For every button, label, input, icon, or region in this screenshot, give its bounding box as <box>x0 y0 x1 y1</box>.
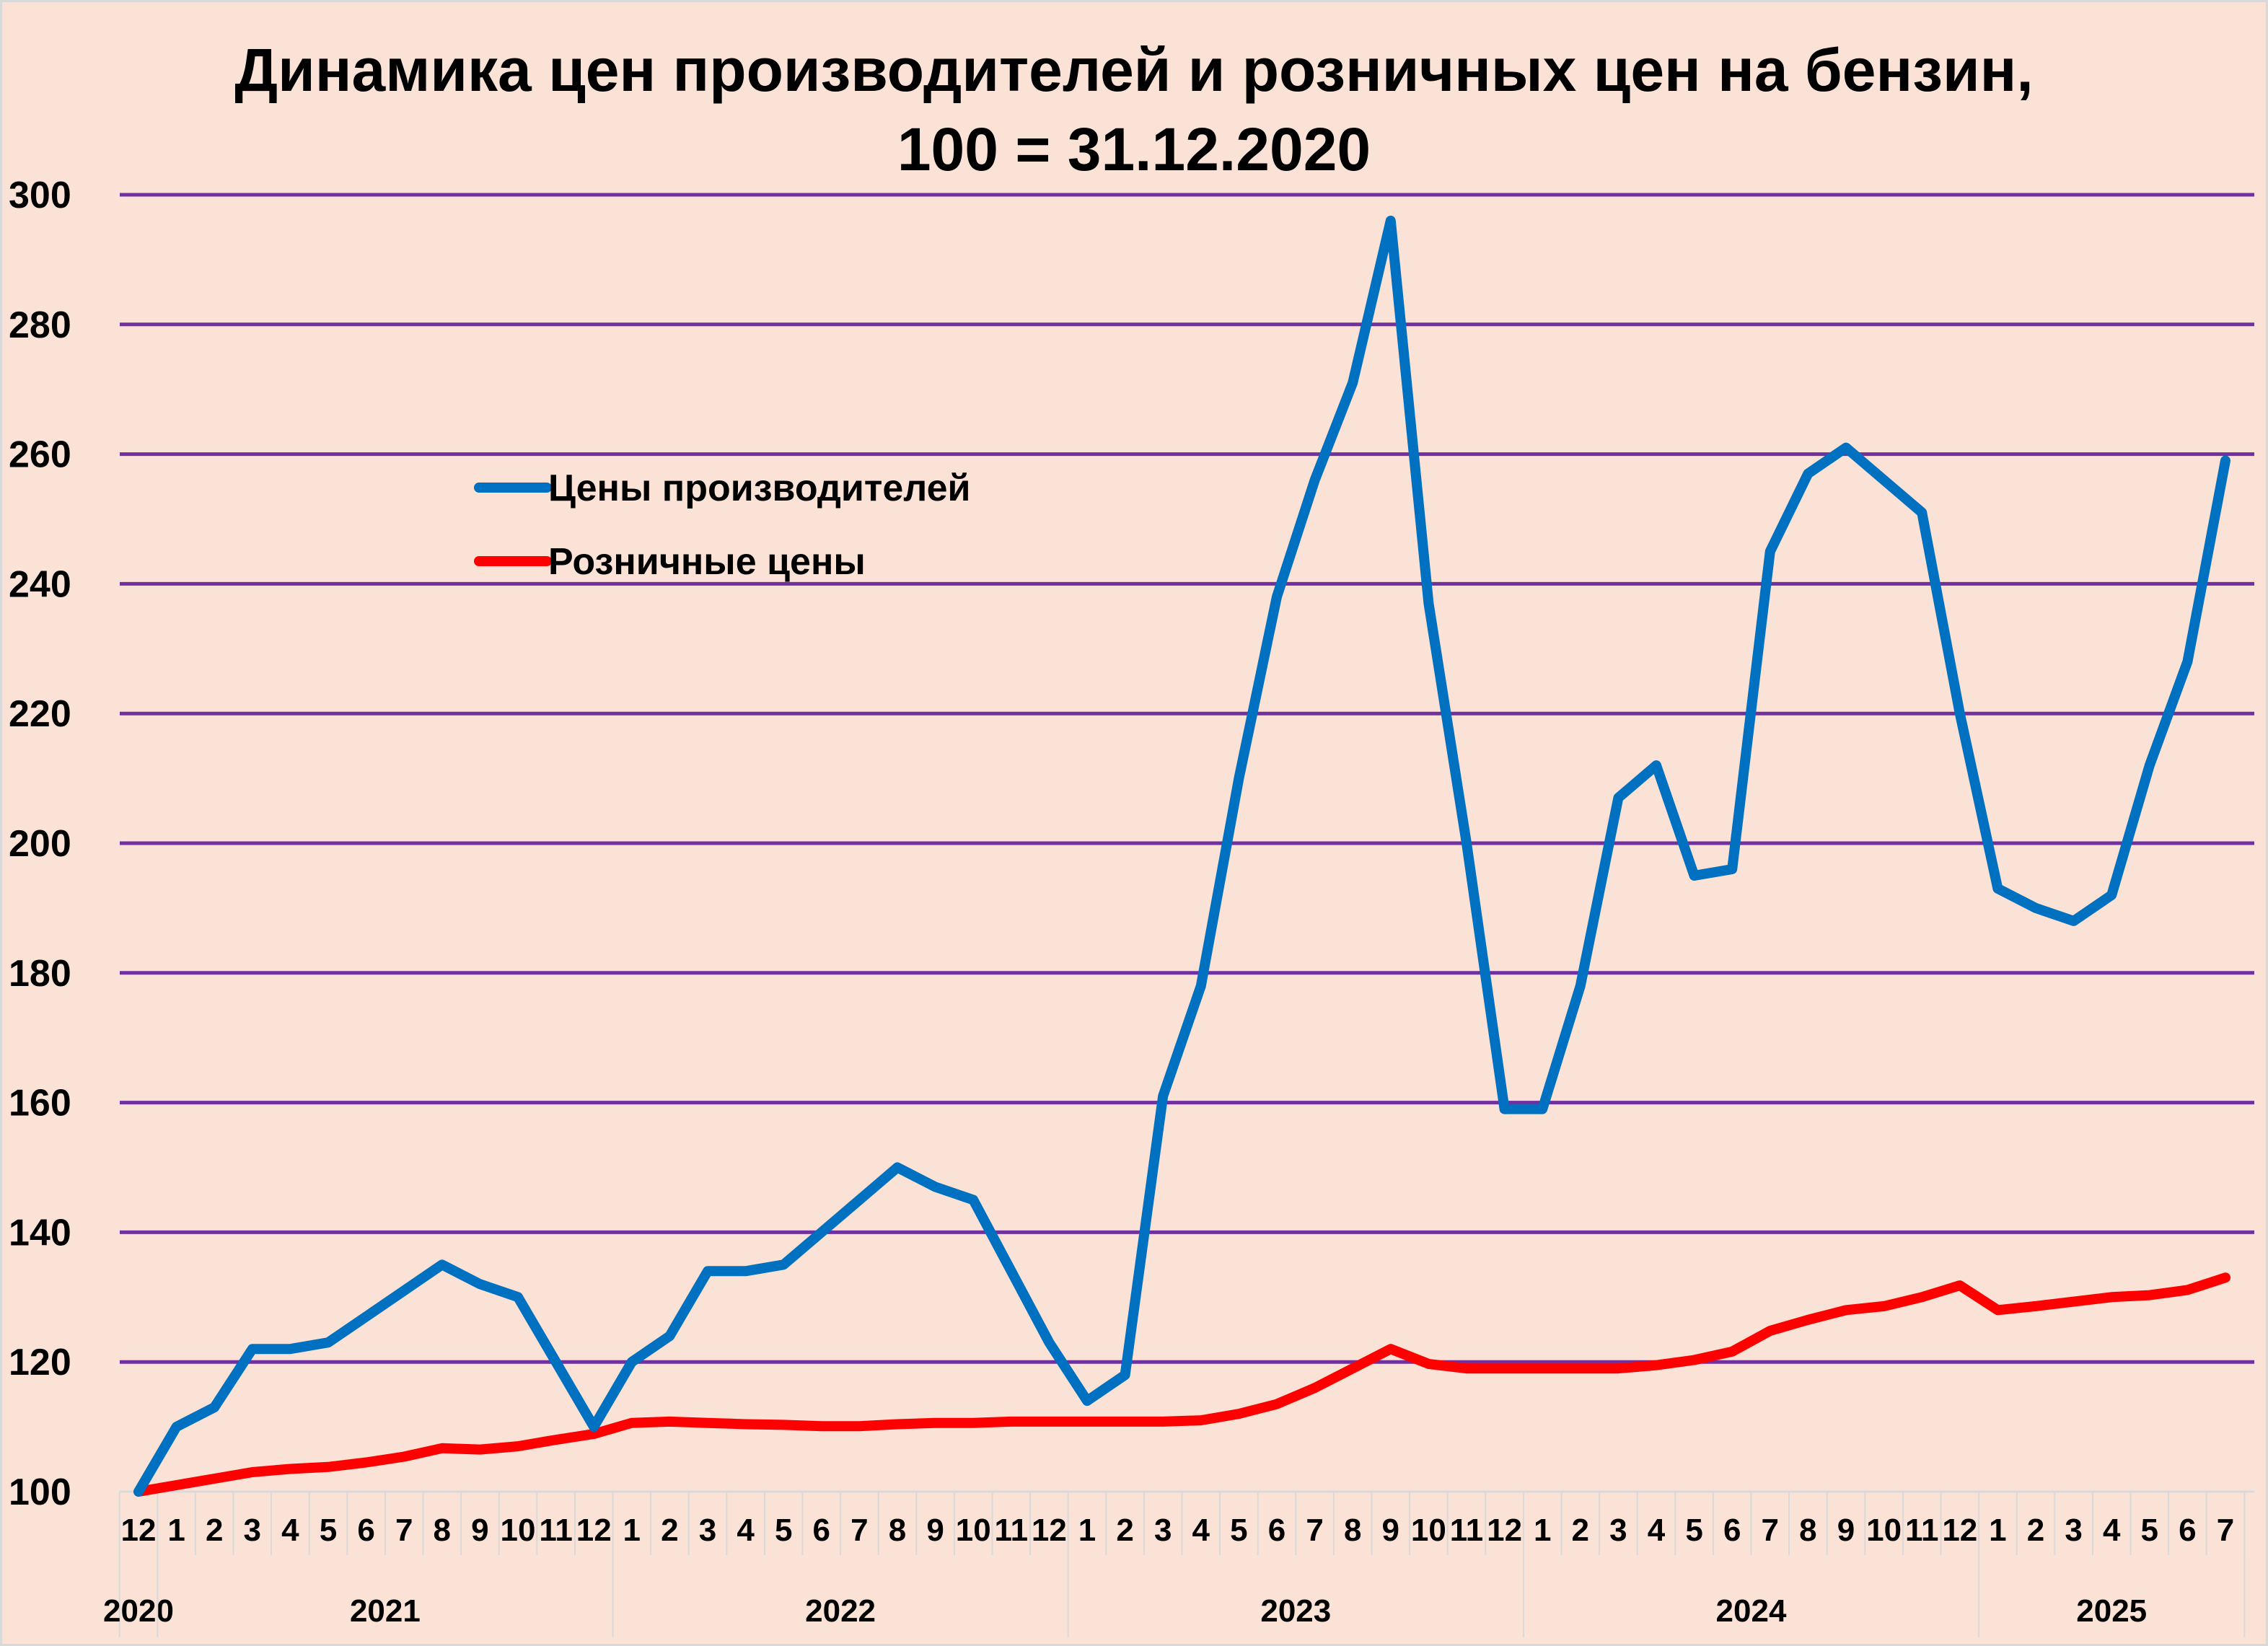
x-tick-label: 11 <box>1905 1513 1939 1548</box>
x-tick-label: 5 <box>1685 1513 1702 1548</box>
x-tick-label: 5 <box>1230 1513 1247 1548</box>
x-tick-label: 1 <box>1534 1513 1551 1548</box>
x-tick-label: 4 <box>2103 1513 2121 1548</box>
x-tick-label: 3 <box>244 1513 261 1548</box>
x-tick-label: 8 <box>1799 1513 1816 1548</box>
x-tick-label: 7 <box>395 1513 413 1548</box>
x-tick-label: 8 <box>434 1513 451 1548</box>
y-tick-label: 220 <box>9 693 71 735</box>
x-tick-label: 12 <box>576 1513 612 1548</box>
legend-label: Розничные цены <box>548 541 866 583</box>
x-tick-label: 8 <box>889 1513 906 1548</box>
year-label: 2025 <box>2076 1593 2147 1629</box>
x-tick-label: 5 <box>320 1513 337 1548</box>
x-tick-label: 2 <box>1572 1513 1589 1548</box>
x-tick-label: 12 <box>1032 1513 1067 1548</box>
x-tick-label: 5 <box>775 1513 792 1548</box>
year-label: 2023 <box>1260 1593 1331 1629</box>
x-tick-label: 1 <box>167 1513 185 1548</box>
x-tick-label: 4 <box>281 1513 299 1548</box>
x-tick-label: 10 <box>501 1513 536 1548</box>
y-tick-label: 240 <box>9 563 71 605</box>
x-tick-label: 4 <box>737 1513 755 1548</box>
x-tick-label: 6 <box>2179 1513 2196 1548</box>
x-tick-label: 9 <box>926 1513 944 1548</box>
x-axis: 12 1 2 3 4 5 6 7 8 9 10 11 12 1 2 3 4 5 6 7 8 9 10 11 12 1 2 3 4 5 6 7 8… <box>103 1490 2254 1637</box>
x-tick-label: 7 <box>1762 1513 1779 1548</box>
x-tick-label: 12 <box>1487 1513 1522 1548</box>
series-line-1 <box>133 1272 2230 1497</box>
year-label: 2020 <box>103 1593 174 1629</box>
year-label: 2024 <box>1716 1593 1787 1629</box>
x-tick-label: 3 <box>699 1513 716 1548</box>
x-tick-label: 2 <box>1116 1513 1133 1548</box>
x-tick-label: 6 <box>1268 1513 1285 1548</box>
x-tick-label: 2 <box>661 1513 678 1548</box>
y-tick-label: 280 <box>9 304 71 346</box>
x-tick-label: 9 <box>1382 1513 1399 1548</box>
y-tick-label: 180 <box>9 953 71 995</box>
x-tick-label: 1 <box>623 1513 641 1548</box>
x-tick-label: 7 <box>850 1513 868 1548</box>
x-tick-label: 10 <box>1866 1513 1902 1548</box>
y-axis: 100 120 140 160 180 200 220 240 260 280 300 <box>9 175 71 1513</box>
chart-title: Динамика цен производителей и розничных … <box>234 36 2034 104</box>
x-tick-label: 3 <box>2065 1513 2082 1548</box>
x-tick-label: 10 <box>956 1513 991 1548</box>
y-tick-label: 140 <box>9 1212 71 1254</box>
x-tick-label: 4 <box>1648 1513 1666 1548</box>
y-tick-label: 300 <box>9 175 71 216</box>
x-tick-label: 11 <box>995 1513 1029 1548</box>
x-tick-label: 3 <box>1154 1513 1172 1548</box>
year-label: 2021 <box>350 1593 421 1629</box>
x-tick-label: 1 <box>1989 1513 2006 1548</box>
legend-label: Цены производителей <box>548 467 971 509</box>
x-tick-label: 11 <box>539 1513 573 1548</box>
x-tick-label: 7 <box>2217 1513 2234 1548</box>
x-tick-label: 9 <box>471 1513 488 1548</box>
legend: Цены производителей Розничные цены <box>474 467 971 583</box>
x-tick-label: 11 <box>1450 1513 1484 1548</box>
year-label: 2022 <box>805 1593 876 1629</box>
gridlines <box>120 193 2254 1364</box>
x-tick-label: 1 <box>1078 1513 1096 1548</box>
x-tick-label: 12 <box>121 1513 157 1548</box>
x-tick-label: 6 <box>357 1513 374 1548</box>
y-tick-label: 100 <box>9 1471 71 1513</box>
y-tick-label: 260 <box>9 434 71 476</box>
x-tick-label: 6 <box>1723 1513 1741 1548</box>
y-tick-label: 200 <box>9 823 71 865</box>
x-tick-label: 9 <box>1837 1513 1855 1548</box>
x-tick-label: 12 <box>1942 1513 1977 1548</box>
series-line-0 <box>133 216 2230 1497</box>
y-tick-label: 160 <box>9 1083 71 1125</box>
series-lines <box>133 216 2230 1497</box>
x-tick-label: 8 <box>1344 1513 1361 1548</box>
chart-subtitle: 100 = 31.12.2020 <box>897 115 1371 183</box>
x-tick-label: 6 <box>813 1513 830 1548</box>
x-tick-label: 3 <box>1609 1513 1627 1548</box>
x-tick-label: 7 <box>1306 1513 1323 1548</box>
x-tick-label: 5 <box>2141 1513 2158 1548</box>
x-tick-label: 10 <box>1411 1513 1446 1548</box>
x-tick-label: 4 <box>1192 1513 1210 1548</box>
x-tick-label: 2 <box>2027 1513 2044 1548</box>
x-tick-label: 2 <box>206 1513 223 1548</box>
y-tick-label: 120 <box>9 1342 71 1383</box>
